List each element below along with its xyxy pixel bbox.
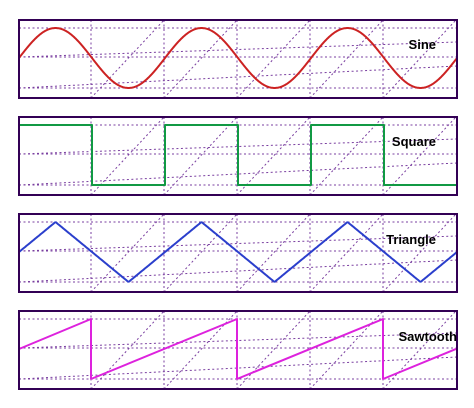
- sine-diagonal: [163, 19, 238, 99]
- sawtooth-panel-frame: [18, 310, 458, 390]
- triangle-diagonal: [309, 213, 384, 293]
- sine-panel-frame: [18, 19, 458, 99]
- triangle-slope-line: [18, 235, 458, 252]
- triangle-slope-line: [18, 259, 458, 283]
- sine-slope-line: [18, 65, 458, 89]
- sawtooth-diagonal: [382, 310, 457, 390]
- square-diagonal: [382, 116, 457, 196]
- square-panel-frame: [18, 116, 458, 196]
- sine-diagonal: [309, 19, 384, 99]
- sawtooth-label: Sawtooth: [398, 329, 458, 344]
- square-waveform: [19, 124, 457, 186]
- square-diagonal: [309, 116, 384, 196]
- triangle-diagonal: [163, 213, 238, 293]
- sine-diagonal: [382, 19, 457, 99]
- triangle-waveform: [18, 221, 458, 283]
- square-diagonal: [236, 116, 311, 196]
- sine-label: Sine: [408, 37, 436, 52]
- sawtooth-waveform: [18, 318, 458, 380]
- sine-diagonal: [236, 19, 311, 99]
- triangle-panel-frame: [18, 213, 458, 293]
- sine-diagonal: [90, 19, 165, 99]
- sine-slope-line: [18, 41, 458, 58]
- square-diagonal: [90, 116, 165, 196]
- sawtooth-diagonal: [236, 310, 311, 390]
- square-label: Square: [391, 134, 436, 149]
- triangle-label: Triangle: [386, 232, 436, 247]
- square-diagonal: [163, 116, 238, 196]
- sine-waveform: [18, 27, 458, 89]
- sawtooth-diagonal: [90, 310, 165, 390]
